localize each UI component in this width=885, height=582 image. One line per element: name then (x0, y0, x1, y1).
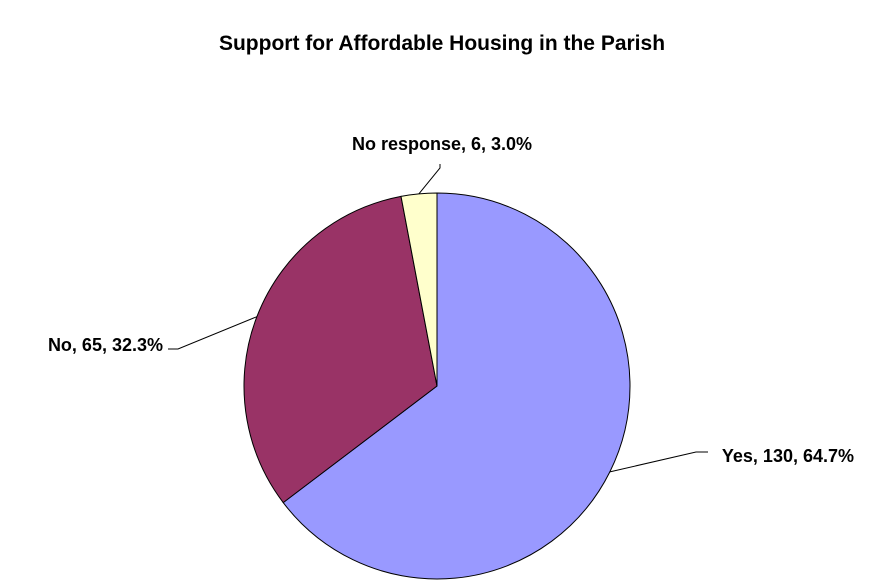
pie-slice-no-response (400, 192, 438, 387)
leader-line-yes (609, 451, 708, 473)
data-labels: Yes, 130, 64.7% No, 65, 32.3% No response,… (48, 134, 854, 466)
data-label-no-response: No response, 6, 3.0% (352, 134, 532, 154)
chart-title: Support for Affordable Housing in the Pa… (219, 32, 665, 55)
leader-line-no (168, 316, 258, 350)
pie-slices (243, 192, 631, 580)
leader-lines (168, 164, 708, 473)
pie-slice-no (243, 195, 438, 504)
leader-line-no-response (418, 164, 441, 195)
data-label-yes: Yes, 130, 64.7% (722, 446, 854, 466)
data-label-no: No, 65, 32.3% (48, 335, 163, 355)
